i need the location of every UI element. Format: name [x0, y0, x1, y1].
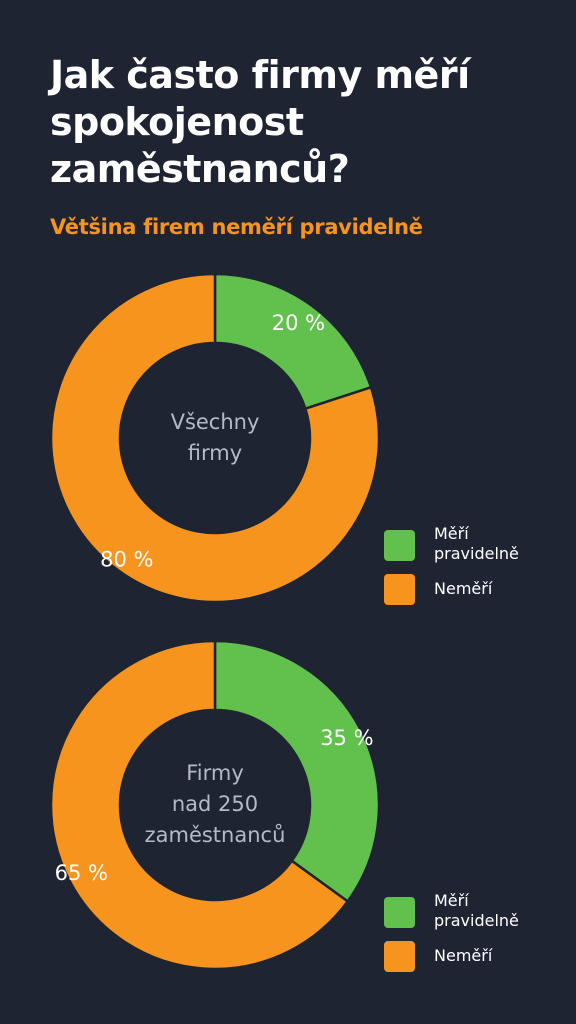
- legend-swatch-orange: [384, 941, 415, 972]
- donut-slice-measure-regularly: [213, 639, 381, 903]
- donut-center-label: Firmy nad 250 zaměstnanců: [144, 761, 286, 847]
- donut-value-label: 80 %: [100, 547, 153, 571]
- legend-label: Měří pravidelně: [434, 524, 519, 563]
- legend-item-measure-regularly: Měří pravidelně: [384, 524, 564, 566]
- page-subtitle: Většina firem neměří pravidelně: [50, 215, 423, 239]
- donut-value-label: 65 %: [55, 861, 108, 885]
- donut-value-label: 35 %: [320, 726, 373, 750]
- legend-label: Měří pravidelně: [434, 891, 519, 930]
- donut-slice-not-measure: [49, 639, 349, 971]
- donut-slice-not-measure: [49, 272, 381, 604]
- donut-chart-svg: 20 % 80 %: [49, 272, 381, 604]
- page-title: Jak často firmy měří spokojenost zaměstn…: [50, 53, 470, 191]
- donut-chart-all-companies: 20 % 80 % Všechny firmy: [40, 263, 390, 613]
- donut-value-label: 20 %: [272, 311, 325, 335]
- legend-swatch-green: [384, 530, 415, 561]
- donut-slice-measure-regularly: [213, 272, 373, 410]
- donut-chart-large-companies: 35 % 65 % Firmy nad 250 zaměstnanců: [40, 630, 390, 980]
- legend-label: Neměří: [434, 946, 493, 965]
- legend-item-not-measure: Neměří: [384, 574, 564, 614]
- legend-swatch-orange: [384, 574, 415, 605]
- legend-swatch-green: [384, 897, 415, 928]
- legend-item-measure-regularly: Měří pravidelně: [384, 891, 564, 933]
- donut-center-label: Všechny firmy: [170, 410, 260, 465]
- donut-chart-svg: 35 % 65 %: [49, 639, 381, 971]
- legend-label: Neměří: [434, 579, 493, 598]
- legend-item-not-measure: Neměří: [384, 941, 564, 981]
